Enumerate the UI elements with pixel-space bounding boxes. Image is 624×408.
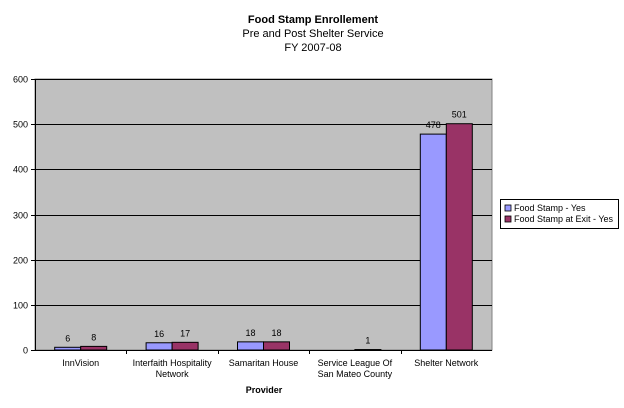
legend-entry: Food Stamp - Yes xyxy=(514,203,586,213)
y-tick-label: 400 xyxy=(13,165,28,175)
x-tick-label: Network xyxy=(156,369,190,379)
bar xyxy=(171,341,199,351)
data-label: 18 xyxy=(271,328,281,338)
y-tick-label: 100 xyxy=(13,301,28,311)
bar xyxy=(80,345,108,351)
bar xyxy=(419,133,447,351)
data-label: 1 xyxy=(365,336,370,346)
gridlines xyxy=(35,79,492,306)
x-tick-label: Service League Of xyxy=(318,358,393,368)
legend-entry: Food Stamp at Exit - Yes xyxy=(514,214,614,224)
bar xyxy=(54,346,82,351)
legend-swatch xyxy=(504,204,512,212)
x-tick-label: San Mateo County xyxy=(318,369,393,379)
data-label: 18 xyxy=(245,328,255,338)
x-tick-label: InnVision xyxy=(62,358,99,368)
y-tick-label: 600 xyxy=(13,75,28,85)
y-tick-label: 300 xyxy=(13,211,28,221)
y-tick-label: 500 xyxy=(13,120,28,130)
data-label: 478 xyxy=(426,120,441,130)
x-tick-label: Interfaith Hospitality xyxy=(133,358,213,368)
data-label: 16 xyxy=(154,329,164,339)
y-tick-label: 0 xyxy=(23,346,28,356)
data-label: 8 xyxy=(91,332,96,342)
bars: 6 8 16 17 18 18 1 478 501 xyxy=(54,110,473,351)
y-axis: 0 100 200 300 400 500 600 xyxy=(13,75,36,356)
bar xyxy=(145,342,173,351)
data-label: 17 xyxy=(180,328,190,338)
legend-swatch xyxy=(504,215,512,223)
legend-box xyxy=(500,199,619,229)
bar xyxy=(237,341,264,351)
chart-subtitle-1: Pre and Post Shelter Service xyxy=(242,28,383,40)
data-label: 501 xyxy=(452,110,467,120)
bar xyxy=(445,123,473,351)
bar xyxy=(354,349,382,351)
y-tick-label: 200 xyxy=(13,256,28,266)
bar xyxy=(263,341,290,351)
x-tick-label: Samaritan House xyxy=(229,358,299,368)
x-axis-label: Provider xyxy=(246,385,283,395)
x-tick-label: Shelter Network xyxy=(414,358,479,368)
chart-title: Food Stamp Enrollement xyxy=(248,14,379,26)
data-label: 6 xyxy=(65,333,70,343)
chart-subtitle-2: FY 2007-08 xyxy=(284,42,341,54)
